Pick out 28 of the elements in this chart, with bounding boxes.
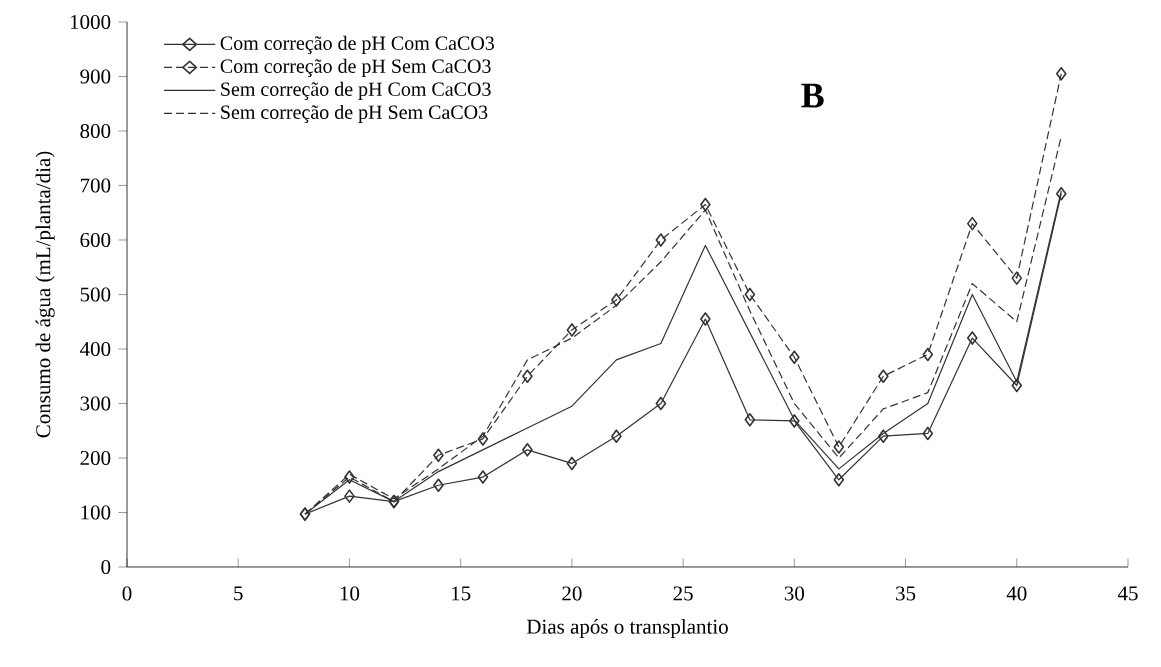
x-tick-label: 30 [784, 586, 805, 601]
y-tick-label: 500 [80, 287, 111, 302]
legend-label: Com correção de pH Com CaCO3 [220, 35, 495, 54]
y-tick-label: 900 [80, 69, 111, 84]
y-tick-label: 0 [101, 559, 111, 575]
x-tick-label: 20 [562, 586, 582, 601]
x-tick-label: 25 [673, 586, 693, 601]
y-tick-label: 100 [81, 505, 111, 520]
legend-label: Com correção de pH Sem CaCO3 [220, 58, 491, 77]
y-tick-label: 600 [80, 232, 111, 248]
x-tick-label: 45 [1117, 586, 1138, 601]
y-tick-label: 800 [80, 123, 111, 139]
x-tick-label: 10 [340, 586, 360, 601]
y-axis-title: Consumo de água (mL/planta/dia) [35, 151, 55, 438]
x-tick-label: 15 [452, 586, 471, 601]
legend-label: Sem correção de pH Sem CaCO3 [221, 104, 488, 124]
y-tick-label: 200 [80, 450, 111, 466]
x-tick-label: 40 [1006, 586, 1027, 601]
y-tick-label: 300 [80, 396, 111, 411]
x-tick-label: 5 [234, 586, 243, 601]
annotation: B [801, 83, 824, 108]
y-tick-label: 700 [80, 178, 111, 193]
y-tick-label: 1000 [70, 14, 111, 30]
legend-label: Sem correção de pH Com CaCO3 [221, 81, 491, 101]
x-axis-title: Dias após o transplantio [526, 618, 728, 639]
x-tick-label: 35 [896, 586, 916, 601]
y-tick-label: 400 [79, 341, 111, 357]
x-tick-label: 0 [122, 586, 132, 601]
